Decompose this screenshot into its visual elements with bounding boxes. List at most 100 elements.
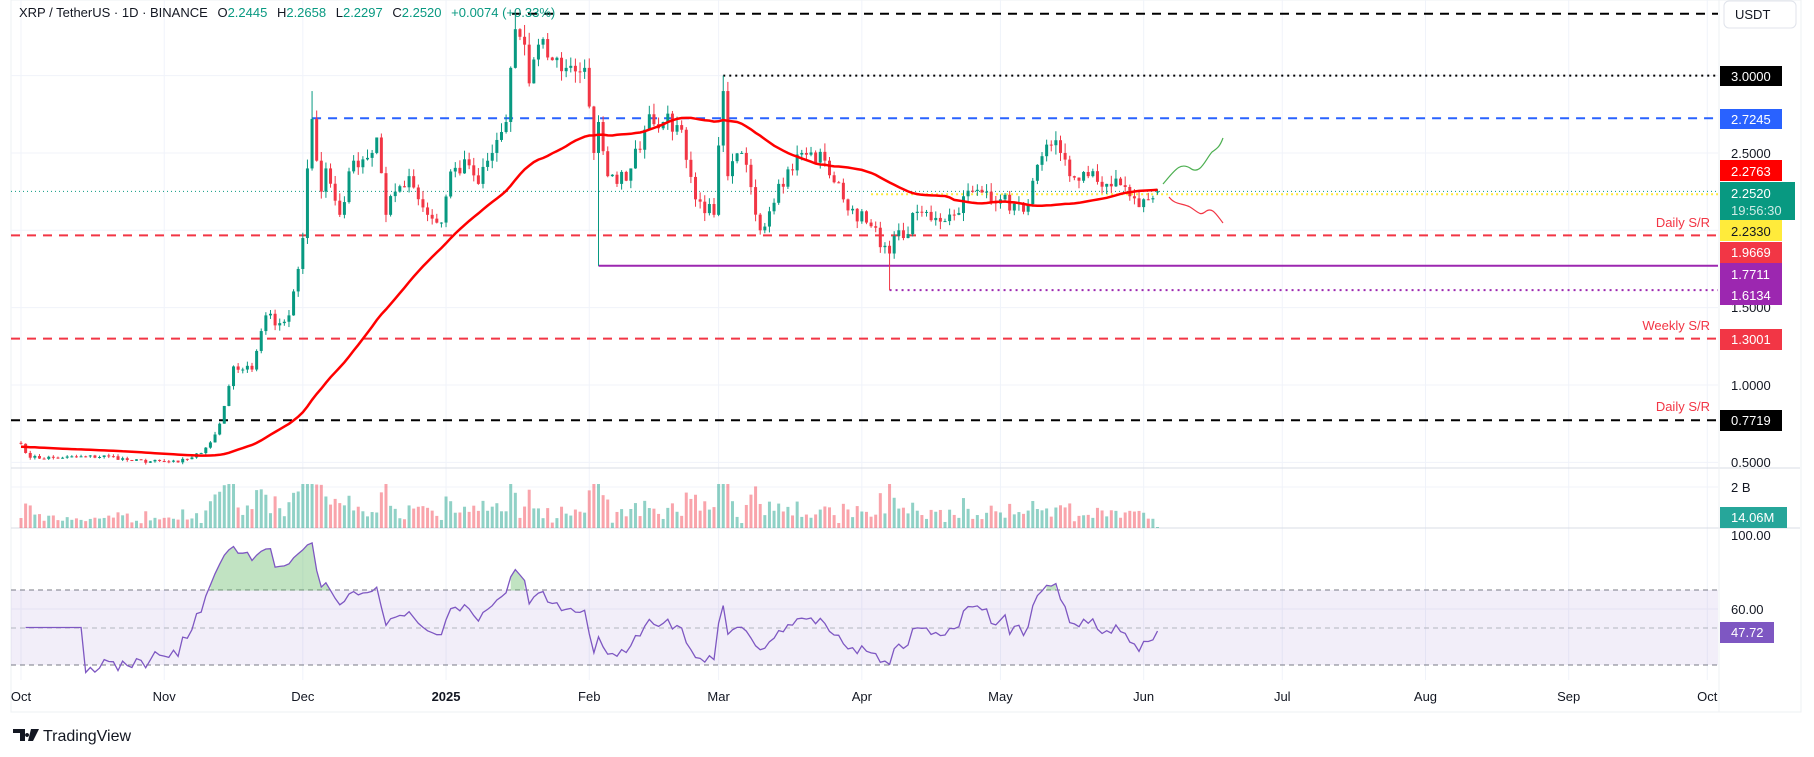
volume-bar: [767, 501, 771, 528]
volume-bar: [1003, 517, 1007, 528]
candle-body: [1068, 159, 1072, 177]
candle-body: [1086, 172, 1090, 177]
y-tick: 2.5000: [1731, 146, 1771, 161]
volume-bar: [305, 484, 309, 528]
price-label-daily-sr: 1.9669: [1720, 242, 1782, 263]
volume-bar: [51, 515, 55, 528]
svg-text:3.0000: 3.0000: [1731, 69, 1771, 84]
close-value: 2.2520: [402, 5, 442, 20]
candle-body: [717, 145, 721, 215]
candle-body: [370, 152, 374, 158]
bearish-projection-line: [1168, 196, 1224, 224]
volume-bar: [841, 503, 845, 528]
volume-bar: [1095, 507, 1099, 528]
volume-bar: [633, 503, 637, 528]
volume-bar: [952, 514, 956, 528]
candle-body: [158, 459, 162, 461]
candle-body: [167, 461, 171, 463]
volume-bar: [329, 504, 333, 528]
candle-body: [767, 211, 771, 227]
candle-body: [920, 211, 924, 213]
volume-bar: [430, 510, 434, 528]
price-label-purple: 1.7711: [1720, 263, 1782, 284]
candle-body: [421, 199, 425, 208]
svg-text:USDT: USDT: [1735, 7, 1770, 22]
volume-bar: [375, 512, 379, 528]
rsi-tick: 60.00: [1731, 602, 1764, 617]
price-label-daily-sr-2: 0.7719: [1720, 410, 1782, 431]
candle-body: [597, 122, 600, 153]
candle-body: [864, 211, 868, 223]
candle-body: [301, 238, 305, 269]
rsi-overbought-fill: [210, 542, 1056, 591]
candle-body: [1105, 183, 1109, 187]
candle-body: [874, 226, 878, 228]
volume-bar: [1031, 501, 1035, 528]
candle-body: [855, 208, 859, 222]
volume-bar: [1137, 510, 1141, 528]
candle-body: [929, 211, 933, 221]
volume-bar: [296, 491, 300, 528]
candle-body: [47, 456, 51, 459]
volume-bar: [222, 485, 226, 528]
volume-bar: [1012, 514, 1016, 528]
candle-body: [1077, 177, 1081, 181]
volume-bar: [998, 512, 1002, 528]
candle-body: [287, 315, 291, 322]
volume-bar: [957, 517, 961, 528]
candle-body: [800, 152, 804, 155]
volume-bar: [532, 508, 536, 528]
candle-body: [980, 189, 984, 193]
currency-button[interactable]: USDT: [1723, 0, 1797, 29]
volume-bar: [961, 498, 965, 528]
candle-body: [222, 405, 226, 424]
candle-body: [439, 222, 443, 224]
candle-body: [703, 201, 707, 214]
candle-body: [818, 151, 822, 163]
volume-bar: [971, 518, 975, 528]
candle-body: [832, 175, 836, 183]
volume-bar: [1132, 511, 1136, 528]
svg-text:2.2330: 2.2330: [1731, 224, 1771, 239]
tradingview-logo: TradingView: [13, 728, 131, 745]
svg-text:1.9669: 1.9669: [1731, 245, 1771, 260]
candle-body: [125, 458, 129, 461]
candle-body: [841, 182, 845, 200]
candle-body: [1100, 181, 1104, 187]
volume-bar: [1008, 503, 1012, 528]
candle-body: [65, 456, 69, 458]
candle-body: [490, 152, 494, 161]
volume-bar: [601, 495, 605, 528]
candle-body: [772, 202, 776, 212]
candle-body: [744, 152, 748, 165]
candle-body: [51, 456, 55, 458]
daily-sr-label-2: Daily S/R: [1656, 399, 1710, 414]
volume-bar: [874, 514, 878, 528]
candle-body: [735, 153, 739, 162]
svg-text:47.72: 47.72: [1731, 625, 1764, 640]
volume-bars: [19, 484, 1160, 528]
candle-body: [1132, 196, 1136, 199]
candle-body: [721, 91, 725, 146]
price-label-weekly-sr: 1.3001: [1720, 329, 1782, 350]
candle-body: [1114, 178, 1118, 187]
volume-bar: [975, 515, 979, 528]
candle-body: [74, 456, 78, 458]
volume-bar: [670, 503, 674, 528]
volume-bar: [735, 516, 739, 528]
volume-bar: [1049, 516, 1053, 528]
candle-body: [786, 169, 790, 187]
candle-body: [282, 321, 286, 324]
x-tick: Aug: [1414, 689, 1437, 704]
time-axis: Oct Nov Dec 2025 Feb Mar Apr May Jun Jul Aug Sep Oct: [11, 689, 1718, 704]
candle-body: [638, 148, 642, 150]
candle-body: [70, 456, 74, 458]
candle-body: [828, 160, 831, 176]
candle-body: [901, 230, 905, 239]
candle-body: [795, 154, 799, 171]
volume-bar: [569, 515, 573, 528]
x-tick: 2025: [432, 689, 461, 704]
volume-bar: [925, 518, 929, 528]
volume-bar: [28, 505, 32, 528]
